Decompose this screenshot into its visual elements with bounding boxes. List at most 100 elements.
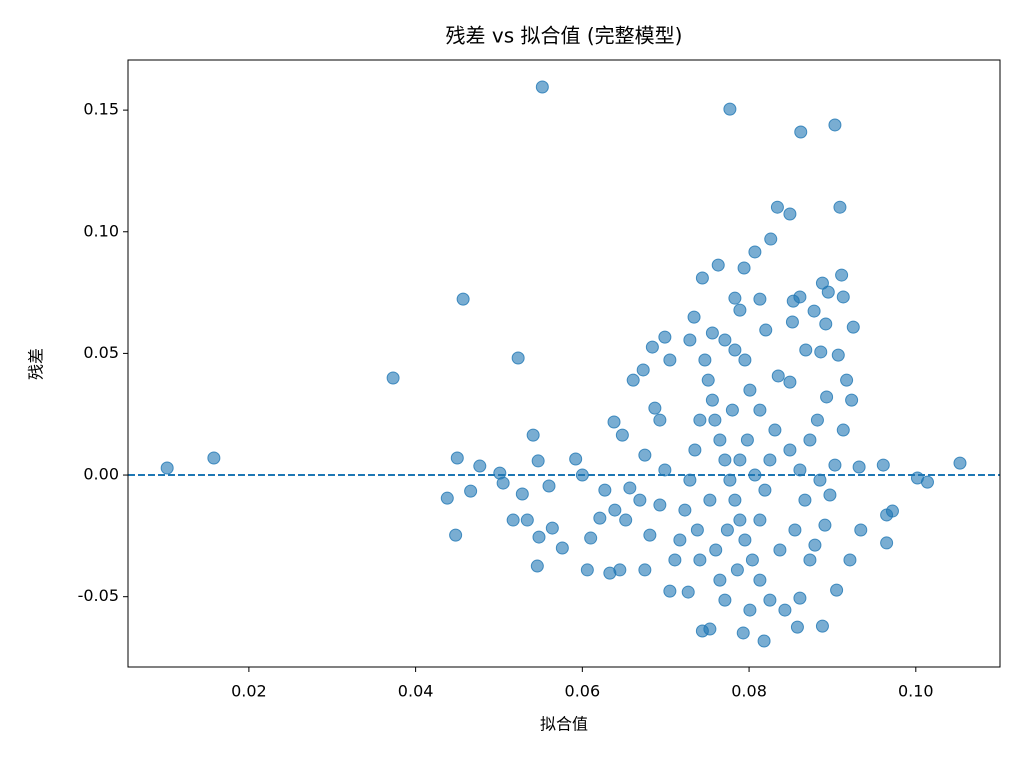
point [753,573,767,587]
point [773,543,787,557]
point [668,553,682,567]
y-tick-label: 0.00 [83,465,119,484]
point [831,348,845,362]
point [788,523,802,537]
point [828,458,842,472]
point [683,333,697,347]
point [730,563,744,577]
point [807,304,821,318]
point [803,553,817,567]
point [836,423,850,437]
point [880,536,894,550]
point [753,292,767,306]
chart-title: 残差 vs 拟合值 (完整模型) [446,24,683,48]
point [713,433,727,447]
point [695,271,709,285]
point [885,504,899,518]
point [633,493,647,507]
point [526,428,540,442]
point [580,563,594,577]
point [636,363,650,377]
point [820,390,834,404]
point [770,200,784,214]
point [743,383,757,397]
point [743,603,757,617]
point [638,563,652,577]
plot-frame [127,59,1001,668]
point [823,488,837,502]
point [709,543,723,557]
point [759,323,773,337]
point [450,451,464,465]
point [703,493,717,507]
point [701,373,715,387]
point [783,207,797,221]
point [607,415,621,429]
point [814,345,828,359]
point [449,528,463,542]
point [693,413,707,427]
point [748,245,762,259]
x-tick-label: 0.04 [398,682,434,701]
point [771,369,785,383]
x-axis-label: 拟合值 [540,715,588,734]
point [584,531,598,545]
point [643,528,657,542]
x-tick-label: 0.02 [231,682,267,701]
point [688,443,702,457]
point [718,453,732,467]
point [808,538,822,552]
x-tick-label: 0.06 [565,682,601,701]
x-tick-label: 0.08 [731,682,767,701]
point [835,268,849,282]
y-tick-label: 0.15 [83,100,119,119]
point [785,315,799,329]
point [815,619,829,633]
point [687,310,701,324]
point [555,541,569,555]
point [456,292,470,306]
point [763,593,777,607]
point [738,353,752,367]
point [763,453,777,467]
point [464,484,478,498]
point [720,523,734,537]
y-tick-label: 0.10 [83,221,119,240]
point [608,503,622,517]
point [613,563,627,577]
point [828,118,842,132]
x-tick-label: 0.10 [898,682,934,701]
point [799,343,813,357]
point [790,620,804,634]
point [648,401,662,415]
point [520,513,534,527]
point [545,521,559,535]
point [733,303,747,317]
point [794,125,808,139]
point [663,353,677,367]
point [738,533,752,547]
point [678,503,692,517]
point [530,559,544,573]
point [798,493,812,507]
point [531,454,545,468]
point [718,593,732,607]
point [653,413,667,427]
point [511,351,525,365]
point [638,448,652,462]
point [852,460,866,474]
point [876,458,890,472]
point [728,343,742,357]
point [821,285,835,299]
point [758,483,772,497]
point [711,258,725,272]
point [653,498,667,512]
point [532,530,546,544]
point [705,393,719,407]
point [733,453,747,467]
point [737,261,751,275]
point [663,584,677,598]
y-tick-label: 0.05 [83,343,119,362]
